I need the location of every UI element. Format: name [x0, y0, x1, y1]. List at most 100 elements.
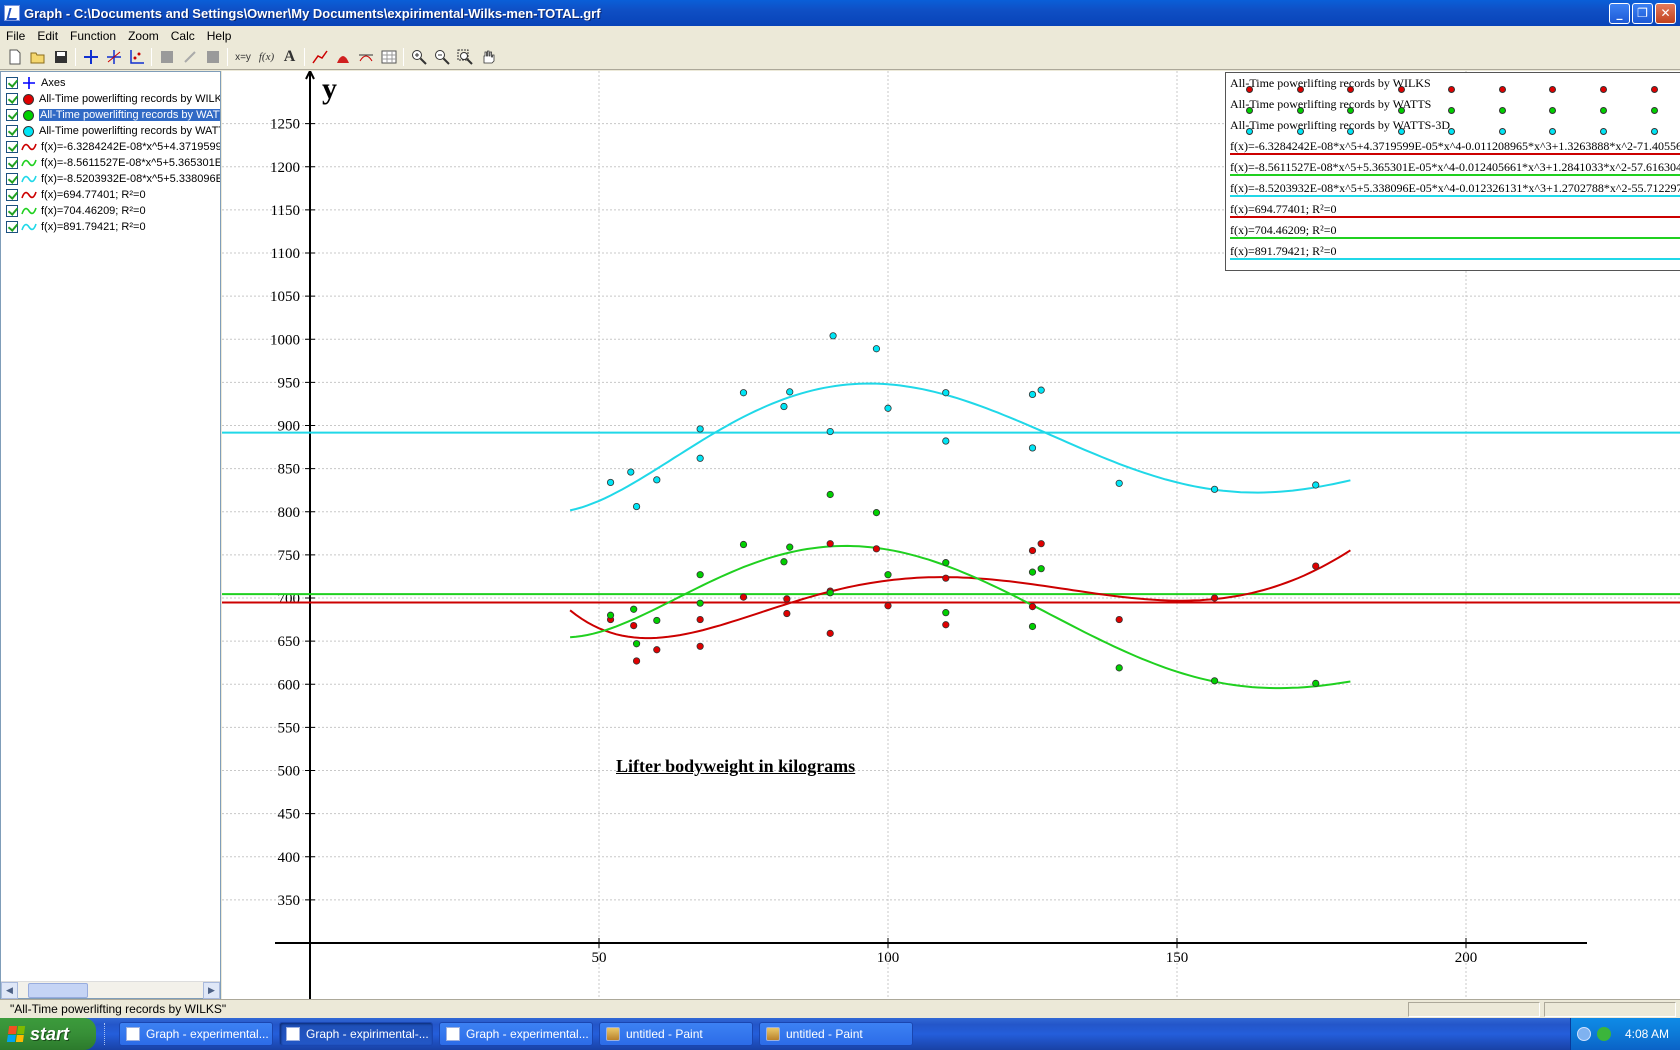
visibility-checkbox[interactable]: [6, 189, 18, 201]
visibility-checkbox[interactable]: [6, 205, 18, 217]
insert-relation-button[interactable]: x=y: [235, 51, 251, 63]
function-list-item[interactable]: All-Time powerlifting records by WATTS-3…: [1, 123, 220, 139]
graph-plot-area[interactable]: 350 400 450 500 550 600 650 700 750 800 850 900 950 1…: [222, 71, 1680, 999]
visibility-checkbox[interactable]: [6, 125, 18, 137]
scroll-track[interactable]: [88, 982, 203, 998]
taskbar-button[interactable]: Graph - experimental...: [119, 1022, 273, 1046]
clock[interactable]: 4:08 AM: [1625, 1027, 1670, 1041]
y-tick-label: 400: [278, 850, 301, 866]
data-point: [653, 476, 661, 484]
x-axis-label[interactable]: Lifter bodyweight in kilograms: [616, 756, 856, 776]
tray-network-icon[interactable]: [1597, 1027, 1611, 1041]
axes-icon: [21, 77, 37, 89]
restore-button[interactable]: ❐: [1632, 2, 1653, 24]
legend-line-swatch: [1230, 258, 1680, 260]
insert-axes-icon[interactable]: [79, 46, 102, 68]
data-point: [696, 425, 704, 433]
function-list: Axes All-Time powerlifting records by WIL…: [1, 72, 220, 235]
function-list-item[interactable]: All-Time powerlifting records by WILKS: [1, 91, 220, 107]
y-tick-label: 1100: [271, 246, 300, 262]
function-list-item[interactable]: f(x)=694.77401; R²=0: [1, 187, 220, 203]
trendline-icon[interactable]: [308, 46, 331, 68]
function-label: All-Time powerlifting records by WILKS: [39, 93, 220, 105]
visibility-checkbox[interactable]: [6, 157, 18, 169]
function-list-item[interactable]: Axes: [1, 75, 220, 91]
visibility-checkbox[interactable]: [6, 93, 18, 105]
zoom-out-icon[interactable]: [430, 46, 453, 68]
menu-edit[interactable]: Edit: [37, 28, 59, 43]
function-list-item[interactable]: f(x)=704.46209; R²=0: [1, 203, 220, 219]
y-tick-label: 1200: [270, 160, 300, 176]
menu-help[interactable]: Help: [206, 28, 232, 43]
function-list-item[interactable]: f(x)=891.79421; R²=0: [1, 219, 220, 235]
taskbar-button[interactable]: untitled - Paint: [599, 1022, 753, 1046]
visibility-checkbox[interactable]: [6, 221, 18, 233]
scroll-right-icon[interactable]: ▶: [203, 982, 220, 999]
zoom-square-icon[interactable]: [453, 46, 476, 68]
paint-app-icon: [606, 1027, 620, 1041]
taskbar-button[interactable]: Graph - expirimental-...: [279, 1022, 433, 1046]
menu-file[interactable]: File: [6, 28, 26, 43]
visibility-checkbox[interactable]: [6, 173, 18, 185]
legend-marker: [1448, 107, 1456, 114]
menu-calc[interactable]: Calc: [170, 28, 195, 43]
toolbar-separator: [227, 48, 228, 66]
visibility-checkbox[interactable]: [6, 141, 18, 153]
zoom-in-icon[interactable]: [407, 46, 430, 68]
y-tick-label: 800: [278, 505, 301, 521]
function-list-item[interactable]: f(x)=-8.5203932E-08*x^5+5.338096E-05*x^4…: [1, 171, 220, 187]
table-icon[interactable]: [377, 46, 400, 68]
open-folder-icon[interactable]: [26, 46, 49, 68]
visibility-checkbox[interactable]: [6, 109, 18, 121]
function-list-item[interactable]: f(x)=-8.5611527E-08*x^5+5.365301E-05*x^4…: [1, 155, 220, 171]
function-list-item[interactable]: All-Time powerlifting records by WATTS: [1, 107, 220, 123]
graph-app-icon[interactable]: [4, 5, 20, 21]
insert-function-button[interactable]: f(x): [258, 51, 275, 63]
scroll-left-icon[interactable]: ◀: [1, 982, 18, 999]
insert-text-button[interactable]: A: [283, 48, 296, 65]
taskbar-button-label: Graph - experimental...: [466, 1027, 589, 1041]
function-list-item[interactable]: f(x)=-6.3284242E-08*x^5+4.3719599E-05*x^…: [1, 139, 220, 155]
legend-entry: f(x)=891.79421; R²=0: [1226, 241, 1680, 262]
legend-marker: [1498, 86, 1506, 93]
close-button[interactable]: ✕: [1655, 2, 1676, 24]
insert-tangent-icon[interactable]: [102, 46, 125, 68]
toolbar-separator: [151, 48, 152, 66]
legend-marker: [1347, 107, 1355, 114]
data-point: [826, 490, 834, 499]
legend-marker: [1650, 107, 1658, 114]
chart-svg[interactable]: 3504004505005506006507007508008509009501…: [222, 71, 1680, 999]
point-series-icon: [23, 125, 34, 137]
legend-label: All-Time powerlifting records by WILKS: [1230, 76, 1431, 90]
shading-icon[interactable]: [331, 46, 354, 68]
legend-marker: [1600, 107, 1608, 114]
new-file-icon[interactable]: [3, 46, 26, 68]
data-point: [1028, 603, 1037, 611]
tangent-icon[interactable]: [354, 46, 377, 68]
start-button[interactable]: start: [0, 1018, 96, 1050]
x-tick-label: 50: [592, 950, 607, 966]
taskbar-button-label: Graph - experimental...: [146, 1027, 269, 1041]
save-disk-icon[interactable]: [49, 46, 72, 68]
visibility-checkbox[interactable]: [6, 77, 18, 89]
menu-function[interactable]: Function: [70, 28, 117, 43]
title-bar[interactable]: Graph - C:\Documents and Settings\Owner\…: [0, 0, 1680, 26]
data-point: [1028, 390, 1037, 399]
legend-label: f(x)=891.79421; R²=0: [1230, 244, 1337, 258]
taskbar-button[interactable]: Graph - experimental...: [439, 1022, 593, 1046]
insert-point-series-icon[interactable]: [125, 46, 148, 68]
taskbar-button[interactable]: untitled - Paint: [759, 1022, 913, 1046]
legend[interactable]: All-Time powerlifting records by WILKS Al…: [1225, 72, 1680, 271]
tray-back-icon[interactable]: [1577, 1027, 1591, 1041]
hand-pan-icon[interactable]: [476, 46, 499, 68]
horizontal-scrollbar[interactable]: ◀ ▶: [1, 981, 220, 999]
scroll-thumb[interactable]: [28, 983, 88, 998]
menu-zoom[interactable]: Zoom: [128, 28, 159, 43]
data-point: [942, 609, 950, 617]
legend-marker-row: [1246, 107, 1680, 115]
data-point: [632, 640, 641, 648]
minimize-button[interactable]: _: [1609, 2, 1630, 24]
legend-entry: All-Time powerlifting records by WILKS: [1226, 73, 1680, 94]
y-tick-label: 550: [278, 720, 301, 736]
data-point: [1037, 565, 1045, 573]
